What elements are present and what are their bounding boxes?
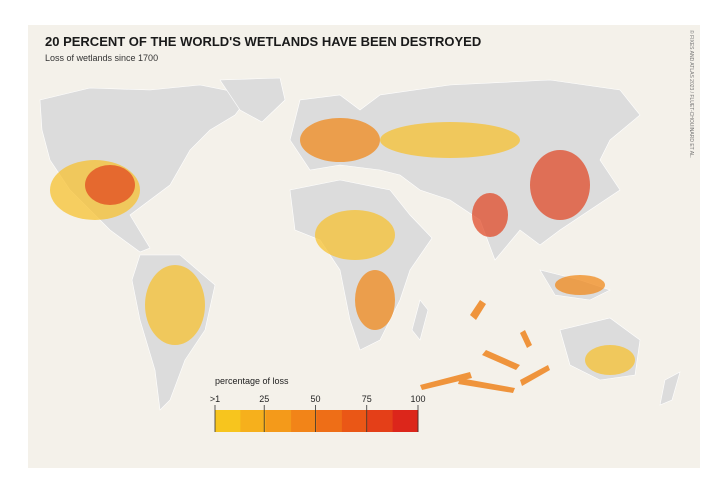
color-segment: [392, 410, 419, 432]
credit: © FIXES AND ATLAS 2023 / FLUET-CHOUINARD…: [688, 30, 695, 158]
color-segment: [367, 410, 394, 432]
color-segment: [341, 410, 368, 432]
subtitle: Loss of wetlands since 1700: [45, 53, 158, 63]
legend-title: percentage of loss: [215, 376, 289, 386]
legend-tick-label: >1: [210, 394, 220, 404]
legend-tick-label: 50: [310, 394, 320, 404]
world-map: [39, 77, 681, 411]
title: 20 PERCENT OF THE WORLD'S WETLANDS HAVE …: [45, 34, 481, 49]
legend: >1 25 50 75 100: [210, 394, 426, 432]
color-segment: [291, 410, 317, 432]
legend-tick-label: 25: [259, 394, 269, 404]
legend-tick-label: 100: [410, 394, 425, 404]
color-segment: [240, 410, 267, 432]
color-segment: [215, 410, 241, 432]
legend-tick-label: 75: [362, 394, 372, 404]
color-segment: [265, 410, 292, 432]
color-segment: [316, 410, 343, 432]
